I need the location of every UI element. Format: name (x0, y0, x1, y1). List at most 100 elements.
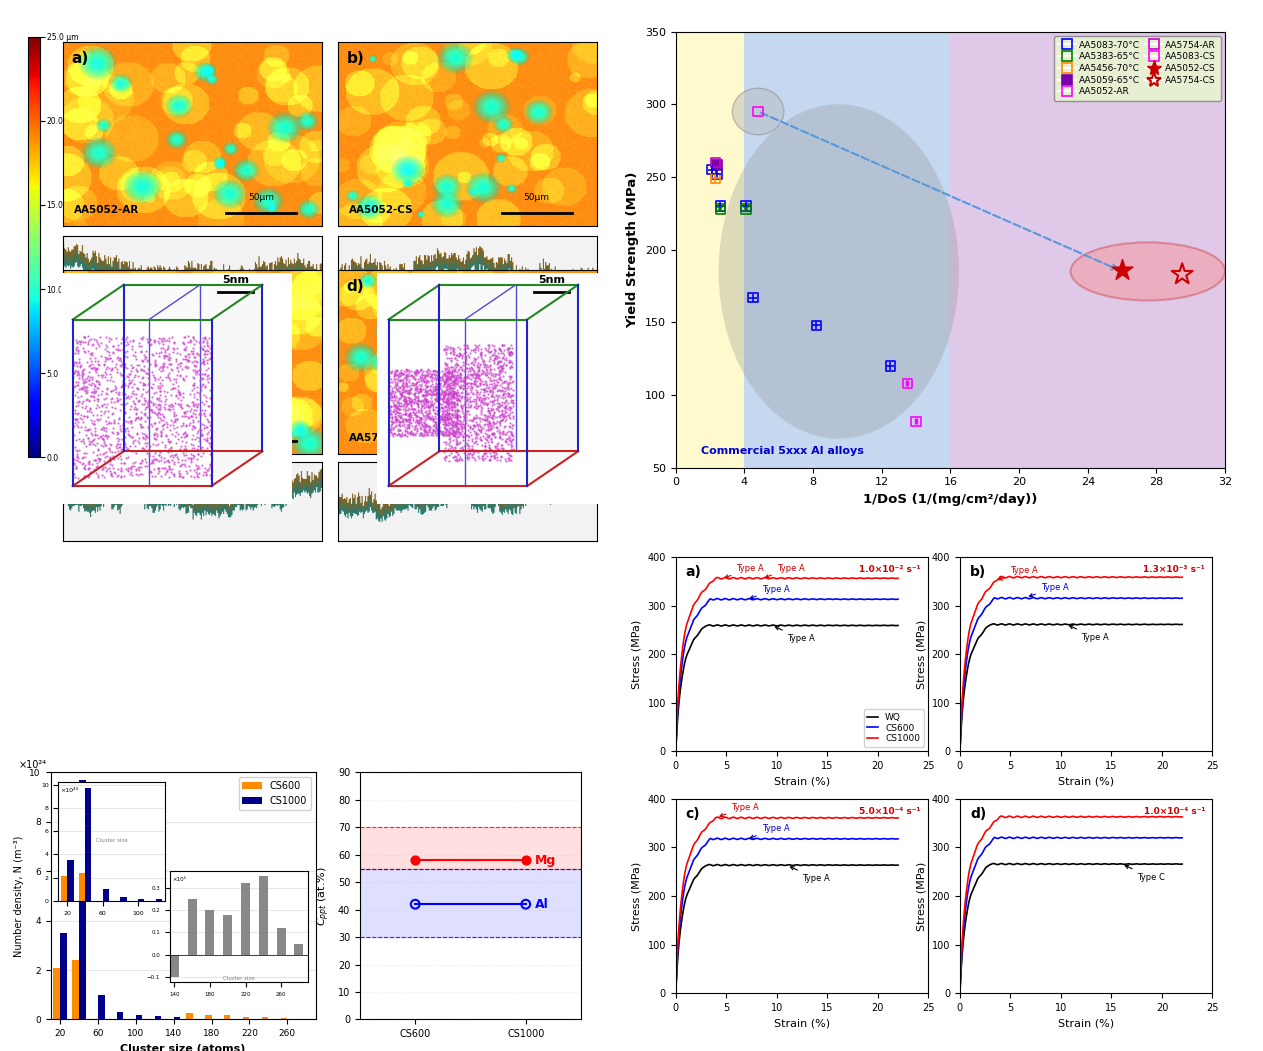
Point (440, 395, 460, 412)
Point (443, 409, 464, 426)
Point (456, 392, 476, 409)
Point (441, 410, 461, 427)
Point (462, 442, 482, 459)
Point (172, 469, 192, 486)
Point (87, 426, 107, 442)
Point (147, 407, 167, 424)
Point (476, 423, 496, 439)
Point (184, 349, 205, 366)
Point (200, 345, 220, 362)
Point (465, 342, 485, 358)
Point (418, 409, 438, 426)
Point (419, 407, 440, 424)
Point (500, 389, 520, 406)
Point (445, 398, 465, 415)
Point (383, 408, 403, 425)
Point (467, 398, 488, 415)
Point (198, 359, 218, 376)
Point (385, 367, 405, 384)
Point (408, 391, 428, 408)
Point (426, 386, 446, 403)
Point (465, 365, 485, 382)
Point (200, 351, 220, 368)
Point (452, 388, 472, 405)
Point (408, 388, 428, 405)
Point (75, 458, 95, 475)
Point (427, 377, 447, 394)
WQ (682, 884, 697, 897)
Point (446, 405, 466, 421)
Point (445, 377, 465, 394)
Point (434, 359, 455, 376)
Point (428, 401, 448, 418)
Point (147, 419, 167, 436)
Point (437, 406, 457, 423)
Point (379, 380, 399, 397)
Text: AA5754-CS: AA5754-CS (349, 433, 414, 444)
Point (129, 392, 149, 409)
Point (78, 392, 99, 409)
Point (405, 405, 426, 421)
Point (133, 328, 153, 345)
Point (154, 398, 174, 415)
Point (469, 362, 489, 378)
Point (446, 415, 466, 432)
Point (106, 435, 126, 452)
Point (433, 426, 453, 442)
Point (437, 380, 457, 397)
Point (154, 454, 174, 471)
Point (144, 334, 164, 351)
Point (710, 198, 730, 214)
Point (182, 354, 202, 371)
Point (187, 364, 207, 380)
Point (169, 441, 189, 458)
Point (451, 409, 471, 426)
Point (165, 412, 186, 429)
Point (99, 451, 119, 468)
Point (88, 440, 109, 457)
Point (124, 376, 144, 393)
Point (110, 420, 130, 437)
Point (482, 372, 503, 389)
Point (426, 427, 446, 444)
Point (88, 441, 109, 458)
Point (96, 390, 116, 407)
Point (434, 388, 455, 405)
Point (445, 409, 465, 426)
Point (471, 341, 491, 357)
Point (155, 369, 176, 386)
Point (491, 382, 512, 398)
Point (460, 393, 480, 410)
Point (399, 395, 419, 412)
Point (201, 459, 221, 476)
Point (441, 437, 461, 454)
Point (188, 423, 208, 439)
Point (499, 354, 519, 371)
Point (75, 469, 95, 486)
Point (418, 362, 438, 378)
Point (471, 394, 491, 411)
Point (176, 368, 196, 385)
Point (436, 337, 456, 354)
Line: CS600: CS600 (676, 599, 898, 751)
Point (427, 367, 447, 384)
Point (167, 350, 187, 367)
Point (416, 424, 436, 440)
Point (134, 435, 154, 452)
Point (95, 348, 115, 365)
Point (72, 379, 92, 396)
Point (394, 391, 414, 408)
Point (154, 383, 174, 399)
Point (134, 395, 154, 412)
Point (83, 444, 104, 460)
Point (181, 408, 201, 425)
CS600 (995, 592, 1010, 604)
Point (421, 368, 441, 385)
Point (498, 394, 518, 411)
CS1000 (994, 809, 1009, 822)
Point (116, 412, 136, 429)
Point (479, 344, 499, 360)
Point (64, 378, 85, 395)
Point (424, 413, 445, 430)
Point (494, 379, 514, 396)
